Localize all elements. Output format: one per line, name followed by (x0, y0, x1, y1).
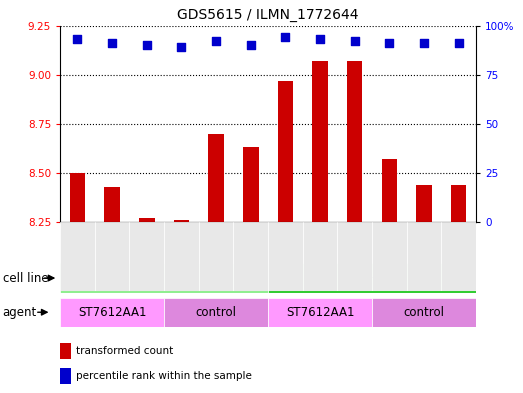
Bar (164, 222, 199, 291)
Bar (416, 185, 432, 222)
Text: ST7612AA1: ST7612AA1 (286, 306, 354, 319)
Bar (95, 222, 129, 291)
Bar (233, 222, 268, 291)
Bar (60, 222, 95, 291)
Point (212, 38, 220, 44)
Text: percentile rank within the sample: percentile rank within the sample (76, 371, 252, 381)
Text: control: control (403, 306, 445, 319)
Text: DOHH2: DOHH2 (350, 272, 394, 285)
Bar (60, 298, 164, 327)
Point (143, 42, 151, 48)
Text: control: control (196, 306, 236, 319)
Bar (60, 343, 71, 360)
Point (454, 40, 463, 46)
Bar (268, 298, 372, 327)
Text: agent: agent (3, 306, 37, 319)
Point (350, 38, 359, 44)
Title: GDS5615 / ILMN_1772644: GDS5615 / ILMN_1772644 (177, 8, 359, 22)
Bar (278, 81, 293, 222)
Bar (381, 159, 397, 222)
Point (177, 44, 186, 50)
Bar (303, 222, 337, 291)
Bar (139, 218, 155, 222)
Bar (337, 222, 372, 291)
Bar (60, 367, 71, 384)
Bar (451, 185, 467, 222)
Bar (104, 187, 120, 222)
Text: ST7612AA1: ST7612AA1 (78, 306, 146, 319)
Bar (372, 298, 476, 327)
Bar (243, 147, 258, 222)
Bar (268, 222, 303, 291)
Point (420, 40, 428, 46)
Bar (347, 61, 362, 222)
Bar (129, 222, 164, 291)
Bar (60, 263, 268, 293)
Bar (70, 173, 85, 222)
Bar (372, 222, 407, 291)
Point (385, 40, 393, 46)
Bar (268, 263, 476, 293)
Point (316, 36, 324, 42)
Bar (199, 222, 233, 291)
Bar (312, 61, 328, 222)
Point (108, 40, 116, 46)
Point (281, 34, 290, 40)
Bar (441, 222, 476, 291)
Point (246, 42, 255, 48)
Text: transformed count: transformed count (76, 346, 174, 356)
Bar (208, 134, 224, 222)
Point (73, 36, 82, 42)
Text: cell line: cell line (3, 272, 48, 285)
Bar (407, 222, 441, 291)
Bar (174, 220, 189, 222)
Bar (164, 298, 268, 327)
Text: TMD8: TMD8 (147, 272, 181, 285)
